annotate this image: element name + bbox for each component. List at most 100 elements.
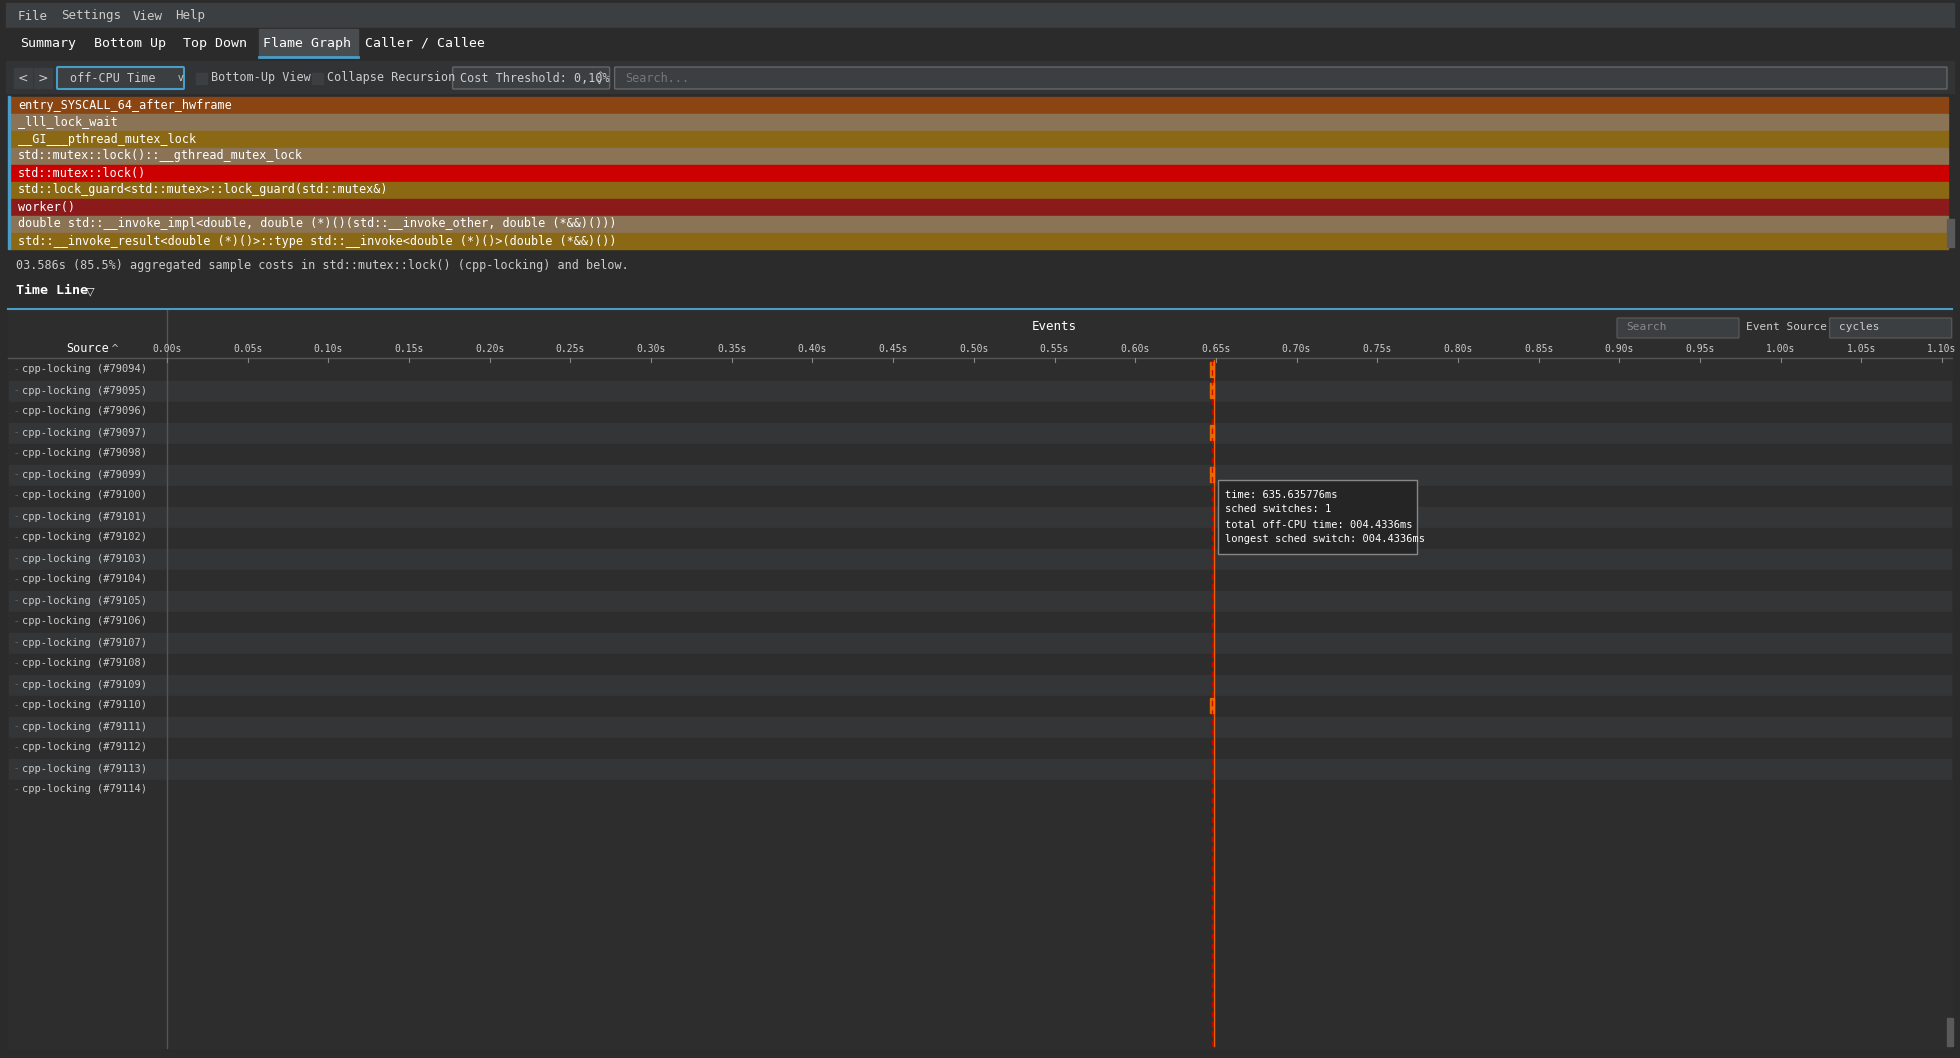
Text: cpp-locking (#79105): cpp-locking (#79105): [22, 596, 147, 605]
Text: cpp-locking (#79094): cpp-locking (#79094): [22, 365, 147, 375]
Bar: [14, 68, 31, 88]
Text: cpp-locking (#79098): cpp-locking (#79098): [22, 449, 147, 458]
Text: -: -: [16, 470, 18, 479]
Text: 0.40s: 0.40s: [798, 344, 827, 354]
Text: cpp-locking (#79111): cpp-locking (#79111): [22, 722, 147, 731]
Bar: [10, 216, 1948, 232]
Bar: [10, 549, 1950, 569]
Text: Collapse Recursion: Collapse Recursion: [327, 72, 455, 85]
Text: double std::__invoke_impl<double, double (*)()(std::__invoke_other, double (*&&): double std::__invoke_impl<double, double…: [18, 218, 617, 231]
Text: v: v: [596, 77, 602, 87]
Bar: [1211, 425, 1215, 440]
Text: -: -: [16, 574, 18, 584]
Text: cpp-locking (#79099): cpp-locking (#79099): [22, 470, 147, 479]
Bar: [10, 612, 1950, 632]
Text: 0.30s: 0.30s: [637, 344, 666, 354]
Bar: [1946, 219, 1954, 247]
Text: -: -: [16, 385, 18, 396]
Text: cpp-locking (#79104): cpp-locking (#79104): [22, 574, 147, 584]
FancyBboxPatch shape: [1829, 318, 1952, 338]
Text: View: View: [133, 10, 163, 22]
Text: 0.55s: 0.55s: [1041, 344, 1070, 354]
Text: 0.25s: 0.25s: [557, 344, 586, 354]
Bar: [33, 68, 53, 88]
Text: 0.10s: 0.10s: [314, 344, 343, 354]
Text: 0.60s: 0.60s: [1121, 344, 1151, 354]
FancyBboxPatch shape: [453, 67, 610, 89]
Bar: [1946, 1018, 1952, 1046]
Text: Summary: Summary: [20, 36, 76, 50]
Bar: [1211, 467, 1215, 482]
Text: 0.50s: 0.50s: [958, 344, 988, 354]
Text: Event Source:: Event Source:: [1746, 322, 1835, 332]
Text: -: -: [16, 449, 18, 458]
Text: Top Down: Top Down: [182, 36, 247, 50]
Text: cpp-locking (#79101): cpp-locking (#79101): [22, 511, 147, 522]
Bar: [8, 309, 1952, 1048]
Text: >: >: [37, 72, 49, 85]
Text: -: -: [16, 596, 18, 605]
Text: Settings: Settings: [61, 10, 122, 22]
Text: sched switches: 1: sched switches: 1: [1225, 505, 1331, 514]
Text: -: -: [16, 491, 18, 500]
Bar: [10, 199, 1948, 215]
Text: Help: Help: [174, 10, 206, 22]
Text: 03.586s (85.5%) aggregated sample costs in std::mutex::lock() (cpp-locking) and : 03.586s (85.5%) aggregated sample costs …: [16, 258, 629, 272]
Bar: [10, 182, 1948, 198]
Bar: [1211, 698, 1215, 713]
Bar: [10, 444, 1950, 464]
Text: cycles: cycles: [1838, 322, 1880, 332]
Text: Events: Events: [1033, 321, 1076, 333]
FancyBboxPatch shape: [1219, 479, 1417, 553]
Bar: [8, 96, 10, 249]
Text: cpp-locking (#79095): cpp-locking (#79095): [22, 385, 147, 396]
Text: -: -: [16, 427, 18, 438]
Bar: [6, 28, 1954, 58]
Text: cpp-locking (#79113): cpp-locking (#79113): [22, 764, 147, 773]
Text: 0.75s: 0.75s: [1362, 344, 1392, 354]
Text: 0.85s: 0.85s: [1525, 344, 1552, 354]
Text: -: -: [16, 743, 18, 752]
Text: cpp-locking (#79103): cpp-locking (#79103): [22, 553, 147, 564]
Bar: [10, 570, 1950, 590]
Text: -: -: [16, 679, 18, 690]
Text: ^: ^: [596, 72, 604, 80]
Text: -: -: [16, 406, 18, 417]
Bar: [10, 148, 1948, 164]
Bar: [10, 591, 1950, 612]
Text: -: -: [16, 638, 18, 647]
Text: 0.80s: 0.80s: [1443, 344, 1472, 354]
Text: cpp-locking (#79096): cpp-locking (#79096): [22, 406, 147, 417]
Bar: [312, 73, 323, 84]
Bar: [10, 114, 1948, 130]
Text: -: -: [16, 722, 18, 731]
Text: ▽: ▽: [86, 286, 94, 296]
Text: entry_SYSCALL_64_after_hwframe: entry_SYSCALL_64_after_hwframe: [18, 98, 231, 111]
Text: Caller / Callee: Caller / Callee: [365, 36, 484, 50]
Text: cpp-locking (#79108): cpp-locking (#79108): [22, 658, 147, 669]
Text: 0.70s: 0.70s: [1282, 344, 1311, 354]
Text: Bottom Up: Bottom Up: [94, 36, 167, 50]
Text: cpp-locking (#79106): cpp-locking (#79106): [22, 617, 147, 626]
Text: __GI___pthread_mutex_lock: __GI___pthread_mutex_lock: [18, 132, 196, 146]
Text: 0.05s: 0.05s: [233, 344, 263, 354]
Bar: [10, 97, 1948, 113]
Bar: [10, 360, 1950, 380]
Text: cpp-locking (#79110): cpp-locking (#79110): [22, 700, 147, 711]
Bar: [6, 61, 1954, 93]
Bar: [10, 402, 1950, 422]
Bar: [10, 780, 1950, 800]
Text: std::__invoke_result<double (*)()>::type std::__invoke<double (*)()>(double (*&&: std::__invoke_result<double (*)()>::type…: [18, 235, 617, 248]
Text: Search...: Search...: [625, 72, 690, 85]
Text: 0.45s: 0.45s: [878, 344, 907, 354]
Text: 0.95s: 0.95s: [1686, 344, 1715, 354]
Text: total off-CPU time: 004.4336ms: total off-CPU time: 004.4336ms: [1225, 519, 1413, 529]
Text: -: -: [16, 532, 18, 543]
Text: cpp-locking (#79100): cpp-locking (#79100): [22, 491, 147, 500]
Text: std::mutex::lock()::__gthread_mutex_lock: std::mutex::lock()::__gthread_mutex_lock: [18, 149, 304, 163]
Bar: [259, 29, 359, 57]
Text: std::mutex::lock(): std::mutex::lock(): [18, 166, 147, 180]
Text: worker(): worker(): [18, 201, 74, 214]
Bar: [10, 738, 1950, 758]
Text: -: -: [16, 700, 18, 711]
